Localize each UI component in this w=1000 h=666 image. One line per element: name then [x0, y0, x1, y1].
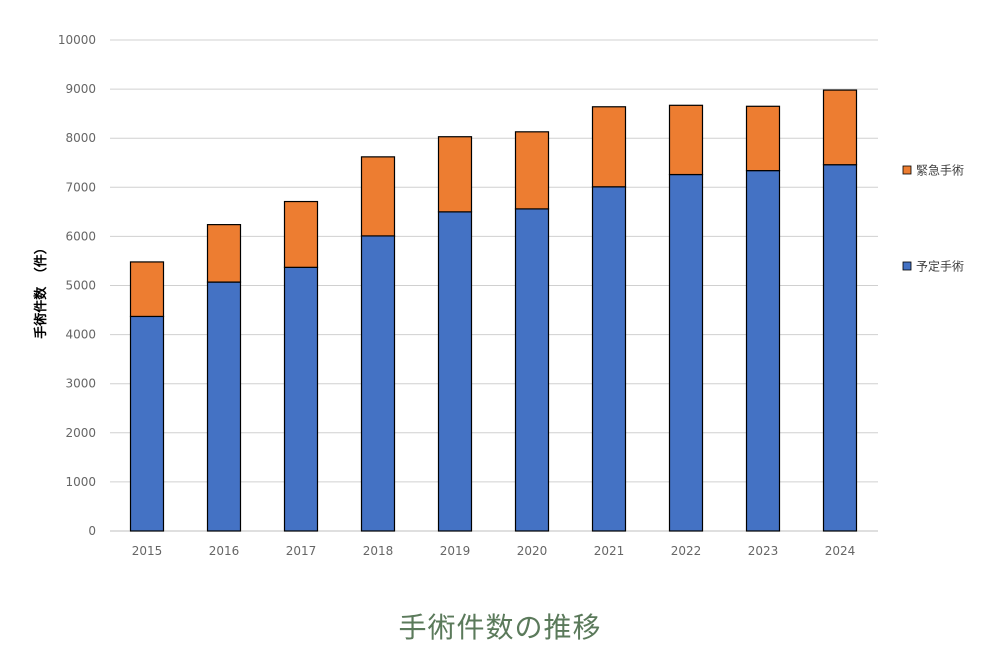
- x-tick-label: 2016: [209, 544, 240, 558]
- bar-planned-2022: [668, 173, 704, 532]
- x-tick-label: 2018: [363, 544, 394, 558]
- x-tick-label: 2017: [286, 544, 317, 558]
- y-tick-label: 3000: [65, 377, 96, 391]
- bar-planned-2024: [822, 164, 858, 532]
- y-axis-ticks: 0 1000 2000 3000 4000 5000 6000 7000 8000 9000 100…: [58, 33, 96, 538]
- y-tick-label: 10000: [58, 33, 96, 47]
- y-tick-label: 7000: [65, 180, 96, 194]
- bar-emergency-2017: [283, 200, 319, 268]
- legend-swatch: [902, 165, 912, 175]
- bar-emergency-2021: [591, 106, 627, 188]
- bar-emergency-2015: [129, 261, 165, 318]
- x-tick-label: 2015: [132, 544, 163, 558]
- legend-label: 緊急手術: [916, 163, 964, 178]
- bar-planned-2021: [591, 186, 627, 532]
- bar-emergency-2019: [437, 136, 473, 213]
- y-tick-label: 9000: [65, 82, 96, 96]
- bar-planned-2023: [745, 170, 781, 532]
- bar-planned-2020: [514, 208, 550, 532]
- y-tick-label: 5000: [65, 279, 96, 293]
- bar-planned-2019: [437, 211, 473, 532]
- bar-emergency-2023: [745, 105, 781, 172]
- y-tick-label: 8000: [65, 131, 96, 145]
- x-tick-label: 2021: [594, 544, 625, 558]
- y-tick-label: 2000: [65, 426, 96, 440]
- bar-planned-2018: [360, 235, 396, 532]
- x-tick-label: 2023: [748, 544, 779, 558]
- bar-planned-2016: [206, 281, 242, 532]
- legend-label: 予定手術: [916, 259, 964, 274]
- y-tick-label: 4000: [65, 328, 96, 342]
- x-tick-label: 2022: [671, 544, 702, 558]
- y-tick-label: 6000: [65, 229, 96, 243]
- bar-emergency-2022: [668, 104, 704, 176]
- bar-emergency-2018: [360, 156, 396, 237]
- x-tick-label: 2020: [517, 544, 548, 558]
- legend-swatch: [902, 261, 912, 271]
- x-tick-label: 2019: [440, 544, 471, 558]
- chart-title: 手術件数の推移: [398, 611, 602, 644]
- x-axis-ticks: 2015 2016 2017 2018 2019 2020 2021 2022 2023 2024: [132, 544, 856, 558]
- y-tick-label: 0: [88, 524, 96, 538]
- x-tick-label: 2024: [825, 544, 856, 558]
- bar-emergency-2020: [514, 131, 550, 210]
- bar-emergency-2016: [206, 224, 242, 283]
- y-tick-label: 1000: [65, 475, 96, 489]
- bar-emergency-2024: [822, 89, 858, 166]
- bar-planned-2015: [129, 315, 165, 532]
- bars: [129, 89, 858, 532]
- y-axis-label: 手術件数 （件）: [33, 241, 49, 339]
- bar-planned-2017: [283, 266, 319, 532]
